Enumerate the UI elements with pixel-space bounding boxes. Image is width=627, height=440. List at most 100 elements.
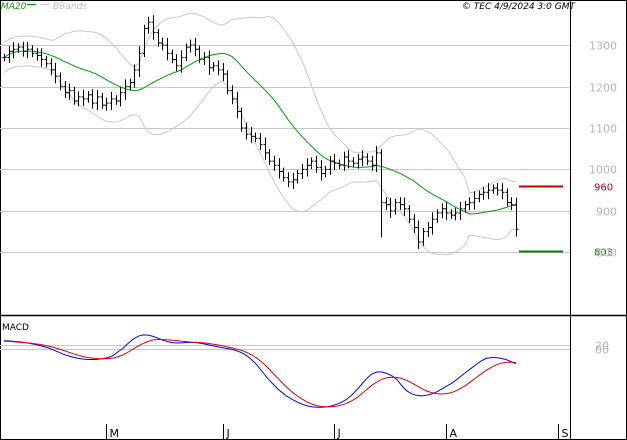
price-bar — [430, 212, 435, 235]
price-tick-label: 1300 — [589, 40, 617, 53]
price-bar — [379, 149, 384, 238]
bbands-upper-line — [3, 12, 517, 194]
price-bar — [374, 145, 379, 173]
price-bar — [272, 155, 277, 171]
price-bar — [444, 201, 449, 220]
price-tick-label: 1200 — [589, 82, 617, 95]
price-bar — [179, 50, 184, 73]
price-bar — [505, 188, 510, 207]
price-axis: 1300 1200 1100 1000 900 800 — [589, 40, 617, 260]
price-bar — [435, 209, 440, 223]
ma20-path — [3, 50, 517, 215]
price-bar — [300, 164, 305, 179]
month-tick-label: A — [450, 427, 458, 440]
price-bar — [90, 89, 95, 109]
price-bar — [11, 42, 16, 59]
price-bar — [449, 209, 454, 219]
price-bar — [332, 154, 337, 171]
price-bar — [388, 197, 393, 218]
month-tick-label: M — [110, 427, 120, 440]
price-bar — [463, 201, 468, 213]
macd-tick-label: 00 — [595, 344, 609, 357]
price-bar — [16, 43, 21, 53]
price-bar — [35, 47, 40, 61]
month-tick-label: S — [562, 427, 569, 440]
price-bar — [86, 91, 91, 103]
price-bar — [421, 227, 426, 246]
price-bar — [337, 159, 342, 169]
price-bar — [225, 70, 230, 95]
price-bar — [184, 43, 189, 62]
macd-grid — [0, 345, 570, 350]
price-bar — [514, 197, 519, 237]
price-bar — [370, 155, 375, 171]
price-bar — [481, 186, 486, 200]
price-bar — [267, 149, 272, 165]
price-bar — [319, 160, 324, 181]
price-bar — [407, 205, 412, 223]
bbands-lower-line — [3, 65, 517, 256]
price-bar — [95, 89, 100, 111]
price-bar — [295, 169, 300, 184]
price-bar — [25, 42, 30, 59]
price-bar — [53, 62, 58, 84]
price-bar — [118, 87, 123, 107]
price-bar — [230, 85, 235, 105]
price-bar — [109, 91, 114, 111]
price-bar — [416, 220, 421, 250]
price-bar — [81, 89, 86, 106]
price-levels: 960 803 — [519, 183, 613, 259]
price-bar — [453, 207, 458, 221]
price-bar — [193, 38, 198, 57]
ma20-legend-label: MA20 — [1, 2, 27, 12]
price-bar — [365, 153, 370, 165]
price-bar — [197, 45, 202, 64]
price-bar — [253, 132, 258, 143]
price-bar — [128, 78, 133, 91]
price-bar — [100, 93, 105, 109]
price-bar — [402, 197, 407, 216]
price-bar — [472, 191, 477, 210]
price-tick-label: 1000 — [589, 164, 617, 177]
ma20-line — [3, 50, 517, 215]
price-bar — [281, 167, 286, 182]
price-bars — [2, 15, 519, 250]
price-bar — [486, 183, 491, 200]
bollinger-bands — [3, 12, 517, 256]
price-bar — [286, 172, 291, 188]
price-bar — [30, 45, 35, 58]
price-bar — [156, 28, 161, 47]
price-bar — [351, 157, 356, 167]
price-bar — [160, 37, 165, 51]
price-bar — [104, 97, 109, 111]
price-tick-label: 900 — [596, 206, 617, 219]
price-bar — [21, 41, 26, 57]
price-bar — [263, 137, 268, 160]
price-level-label: 960 — [594, 183, 613, 194]
price-bar — [114, 95, 119, 105]
price-bar — [509, 197, 514, 211]
price-bar — [398, 197, 403, 211]
price-bar — [412, 213, 417, 233]
timestamp: © TEC 4/9/2024 3:0 GMT — [462, 2, 577, 12]
macd-line — [3, 334, 517, 408]
price-bar — [202, 52, 207, 65]
macd-panel-lines — [3, 334, 517, 408]
price-bar — [207, 50, 212, 75]
price-bar — [211, 62, 216, 72]
price-bar — [342, 151, 347, 171]
price-bar — [67, 83, 72, 100]
price-bar — [384, 197, 389, 211]
price-bar — [188, 39, 193, 53]
price-bar — [277, 158, 282, 179]
price-bar — [39, 48, 44, 67]
bbands-legend-label: BBands — [53, 2, 87, 12]
price-bar — [76, 91, 81, 107]
price-bar — [239, 107, 244, 132]
price-bar — [495, 182, 500, 196]
price-grid — [0, 45, 570, 253]
price-bar — [142, 24, 147, 58]
price-bar — [323, 165, 328, 178]
